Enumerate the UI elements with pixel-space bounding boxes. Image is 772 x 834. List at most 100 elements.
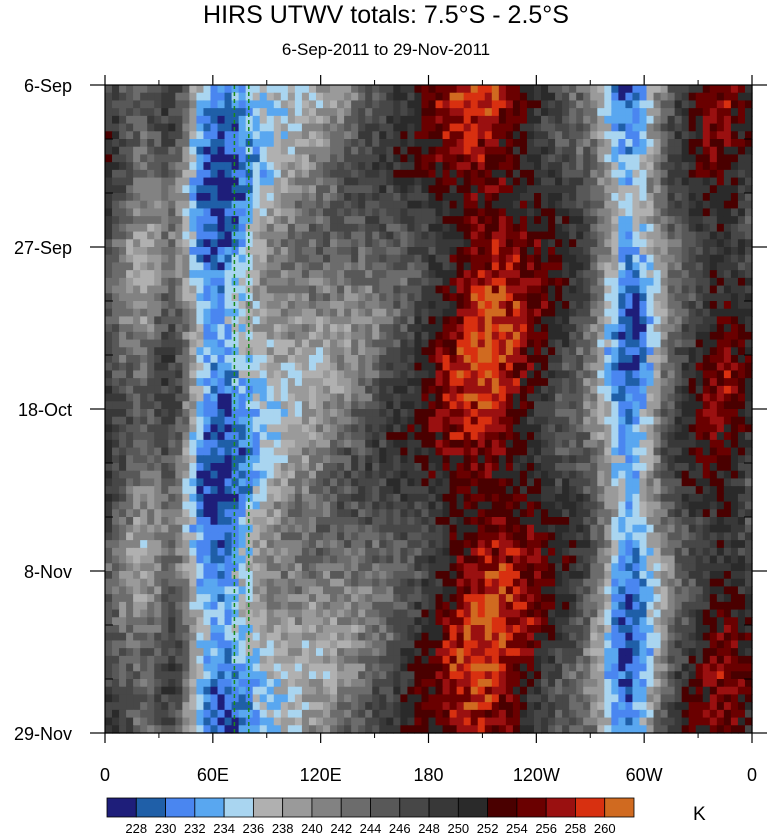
heatmap-cell — [196, 131, 205, 140]
heatmap-cell — [344, 385, 352, 395]
heatmap-cell — [168, 247, 176, 256]
heatmap-cell — [140, 293, 148, 302]
heatmap-cell — [709, 139, 718, 148]
heatmap-cell — [217, 154, 226, 163]
heatmap-cell — [435, 316, 444, 325]
heatmap-cell — [632, 154, 641, 163]
heatmap-cell — [189, 424, 198, 433]
heatmap-cell — [463, 200, 472, 210]
heatmap-cell — [428, 169, 437, 179]
heatmap-cell — [351, 293, 359, 302]
heatmap-cell — [112, 362, 120, 372]
heatmap-cell — [400, 486, 409, 495]
heatmap-cell — [618, 239, 627, 248]
heatmap-cell — [259, 177, 268, 186]
heatmap-cell — [498, 154, 507, 163]
heatmap-cell — [414, 200, 423, 210]
heatmap-cell — [639, 193, 648, 202]
heatmap-cell — [140, 463, 148, 472]
heatmap-cell — [105, 85, 113, 94]
heatmap-cell — [435, 154, 444, 163]
heatmap-cell — [407, 393, 416, 402]
heatmap-cell — [463, 254, 472, 264]
heatmap-cell — [337, 385, 345, 395]
heatmap-cell — [625, 200, 634, 210]
heatmap-cell — [182, 432, 190, 441]
heatmap-cell — [126, 262, 134, 271]
heatmap-cell — [428, 362, 437, 372]
heatmap-cell — [744, 208, 753, 217]
heatmap-cell — [562, 347, 570, 356]
heatmap-cell — [105, 478, 113, 487]
heatmap-cell — [639, 455, 648, 464]
heatmap-cell — [737, 362, 746, 372]
heatmap-cell — [625, 385, 634, 395]
heatmap-cell — [210, 493, 219, 503]
heatmap-cell — [365, 439, 373, 449]
heatmap-cell — [716, 463, 725, 472]
heatmap-cell — [189, 470, 198, 480]
heatmap-cell — [625, 100, 634, 109]
heatmap-cell — [653, 123, 662, 132]
heatmap-cell — [498, 115, 507, 125]
heatmap-cell — [105, 185, 113, 194]
heatmap-cell — [604, 378, 612, 387]
heatmap-cell — [315, 139, 324, 148]
heatmap-cell — [231, 239, 240, 248]
heatmap-cell — [716, 478, 725, 487]
heatmap-cell — [407, 331, 416, 341]
heatmap-cell — [210, 301, 219, 310]
heatmap-cell — [639, 85, 648, 94]
heatmap-cell — [548, 301, 556, 310]
heatmap-cell — [463, 331, 472, 341]
heatmap-cell — [674, 247, 683, 256]
heatmap-cell — [337, 247, 345, 256]
heatmap-cell — [470, 254, 479, 264]
heatmap-cell — [189, 362, 198, 372]
heatmap-cell — [463, 216, 472, 225]
heatmap-cell — [280, 208, 289, 217]
heatmap-cell — [597, 162, 605, 171]
heatmap-cell — [280, 463, 289, 472]
heatmap-cell — [744, 285, 753, 294]
heatmap-cell — [491, 185, 500, 194]
heatmap-cell — [337, 316, 345, 325]
heatmap-cell — [168, 285, 176, 294]
heatmap-cell — [287, 393, 296, 402]
heatmap-cell — [301, 470, 310, 480]
heatmap-cell — [133, 401, 141, 410]
heatmap-cell — [709, 308, 718, 318]
heatmap-cell — [611, 339, 619, 348]
heatmap-cell — [491, 131, 500, 140]
heatmap-cell — [421, 401, 430, 410]
heatmap-cell — [674, 416, 683, 426]
heatmap-cell — [611, 100, 619, 109]
heatmap-cell — [541, 115, 549, 125]
heatmap-cell — [498, 85, 507, 94]
heatmap-cell — [533, 162, 542, 171]
heatmap-cell — [105, 247, 113, 256]
heatmap-cell — [716, 447, 725, 456]
heatmap-cell — [133, 447, 141, 456]
heatmap-cell — [463, 486, 472, 495]
heatmap-cell — [344, 270, 352, 279]
heatmap-cell — [555, 316, 563, 325]
heatmap-cell — [576, 293, 584, 302]
heatmap-cell — [428, 115, 437, 125]
heatmap-cell — [555, 293, 563, 302]
heatmap-cell — [491, 239, 500, 248]
heatmap-cell — [653, 316, 662, 325]
heatmap-cell — [590, 223, 598, 233]
heatmap-cell — [611, 92, 619, 102]
heatmap-cell — [105, 100, 113, 109]
heatmap-cell — [266, 463, 275, 472]
heatmap-cell — [280, 301, 289, 310]
heatmap-cell — [386, 478, 394, 487]
heatmap-cell — [168, 439, 176, 449]
heatmap-cell — [386, 470, 394, 480]
heatmap-cell — [344, 223, 352, 233]
heatmap-cell — [259, 216, 268, 225]
heatmap-cell — [337, 432, 345, 441]
heatmap-cell — [730, 239, 739, 248]
heatmap-cell — [273, 185, 282, 194]
